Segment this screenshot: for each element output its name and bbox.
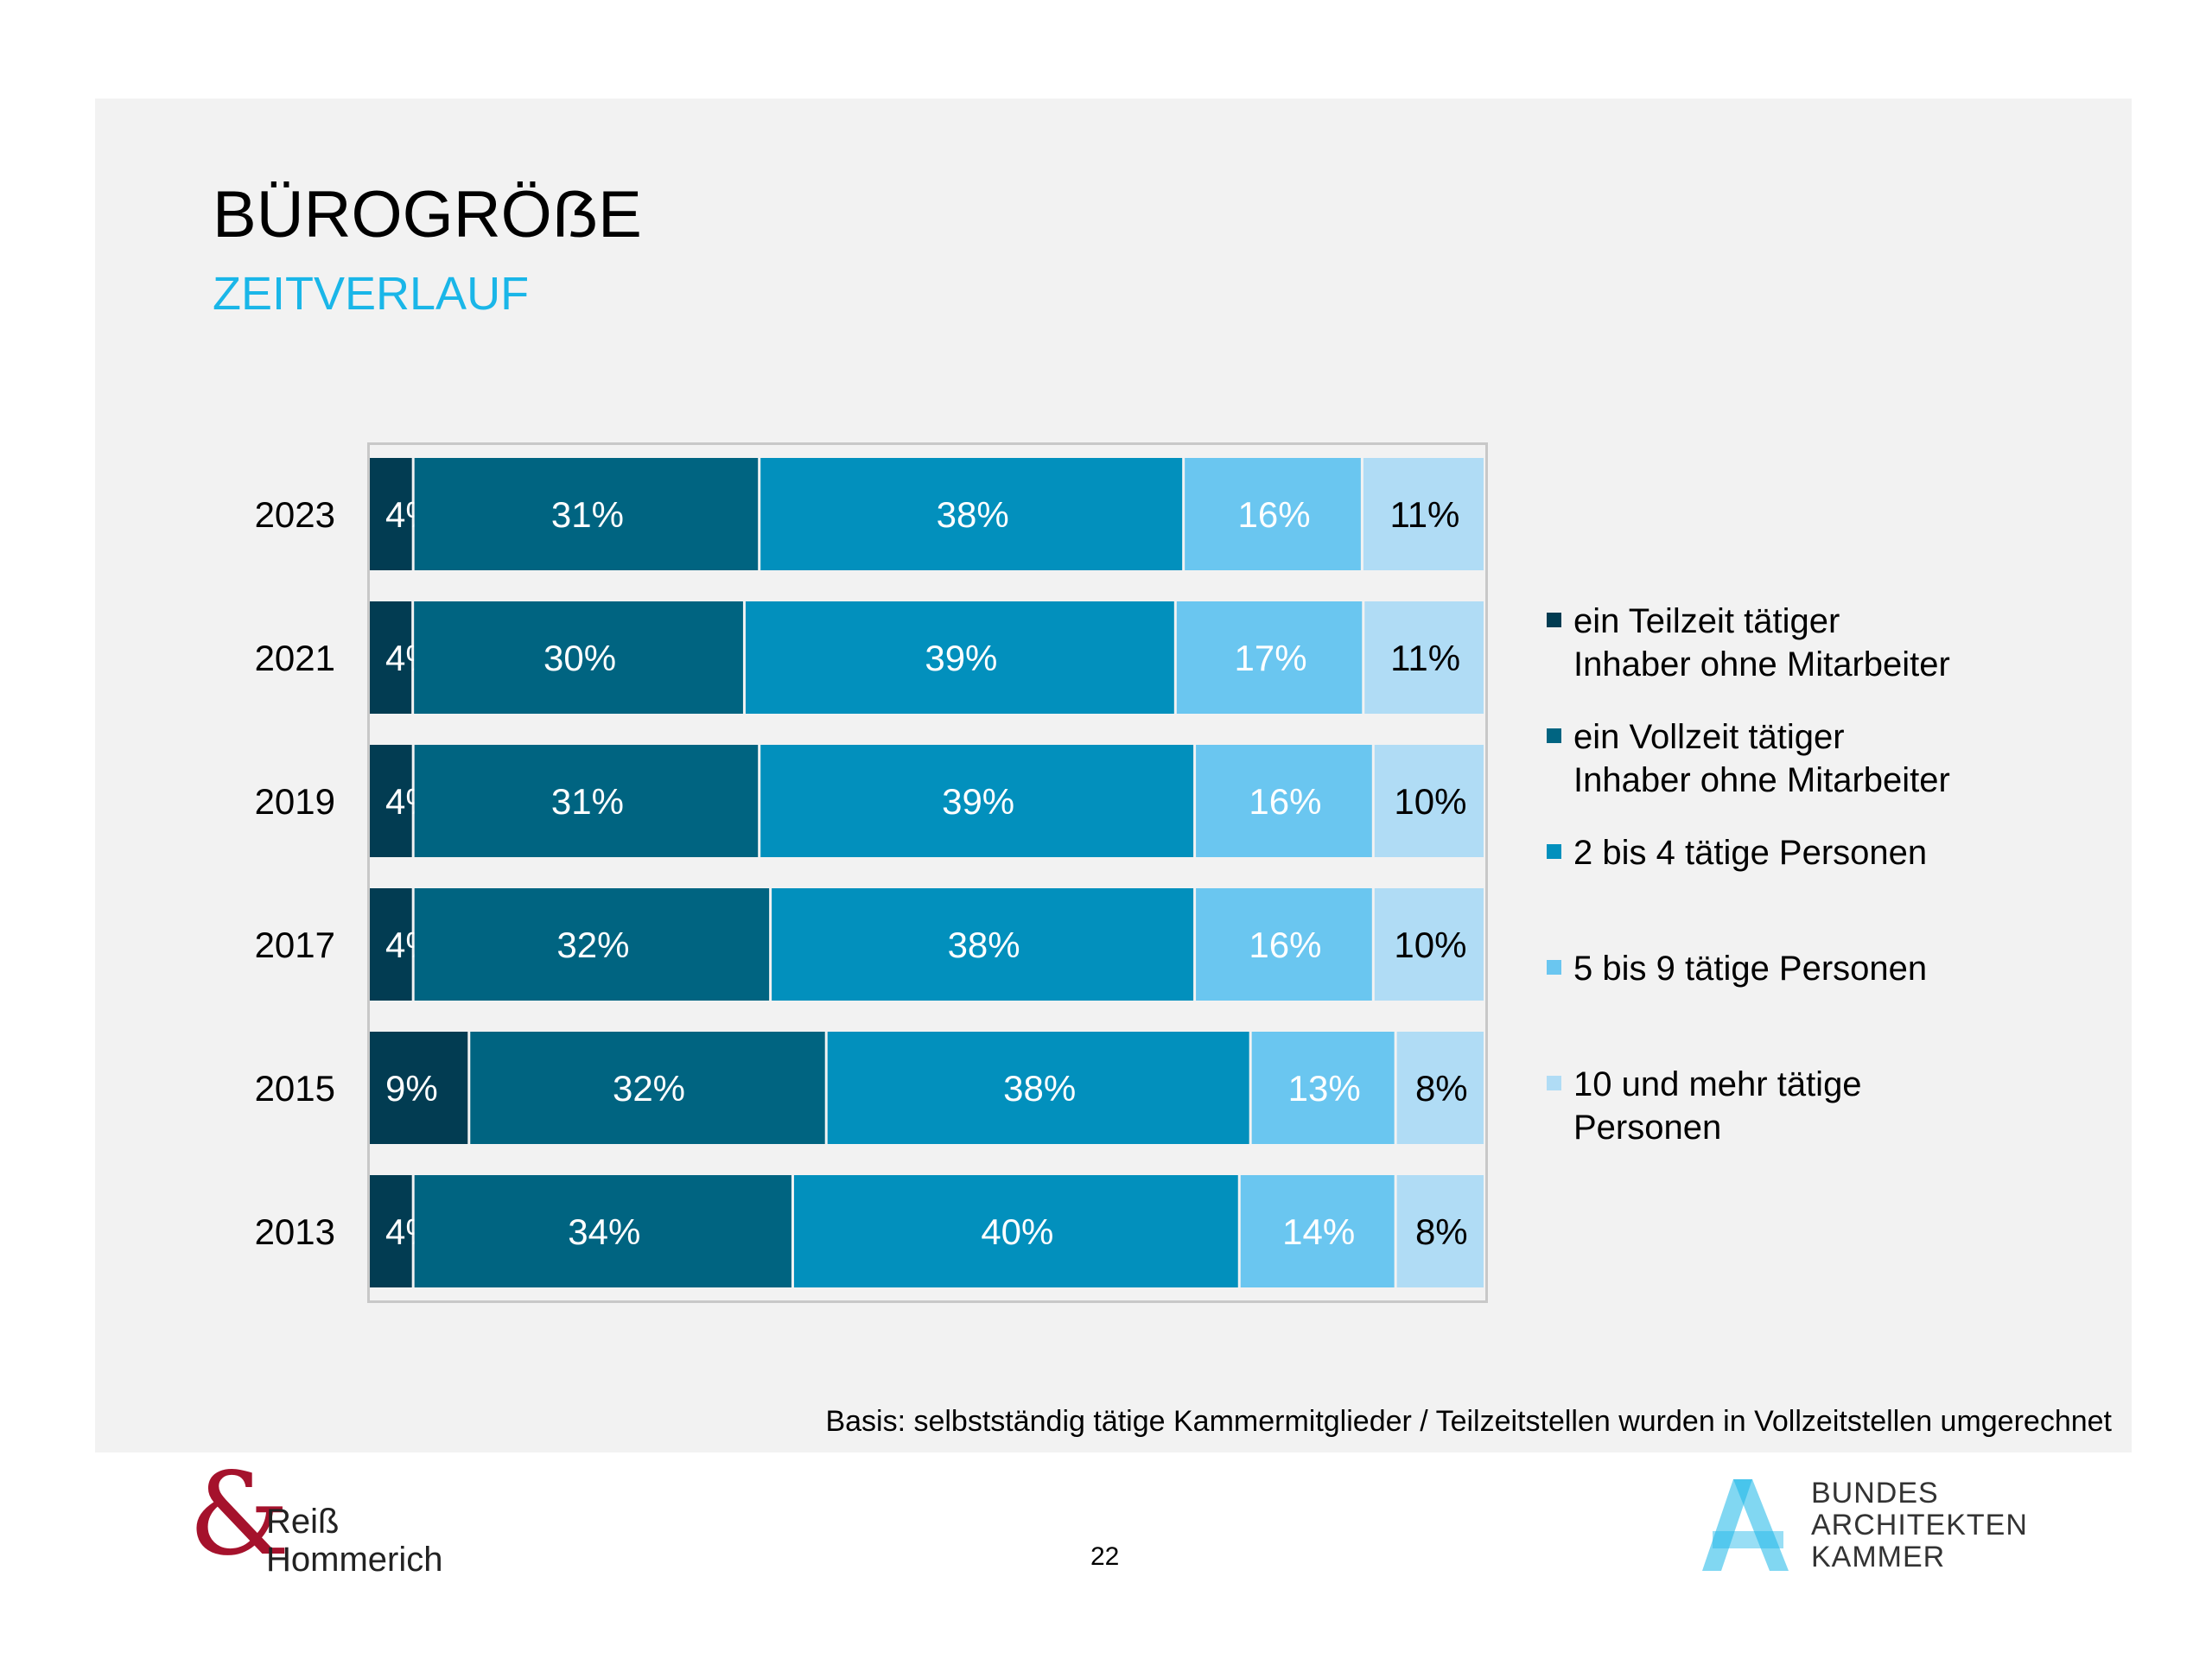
data-label: 39%: [925, 638, 997, 678]
legend-label: 2 bis 4 tätige Personen: [1573, 834, 1928, 872]
data-label: 11%: [1390, 638, 1460, 678]
bar-segment: [370, 458, 412, 570]
bar-segment: [1364, 601, 1484, 714]
logo-word-1: BUNDES: [1811, 1477, 1939, 1510]
legend-item: 5 bis 9 tätige Personen: [1547, 947, 1927, 990]
reiss-hommerich-logo: & Reiß Hommerich: [188, 1450, 465, 1583]
category-label: 2021: [255, 638, 335, 678]
bar-row-2023: 2023 4% 31% 38% 16% 11%: [255, 458, 1484, 570]
legend-item: ein Vollzeit tätiger Inhaber ohne Mitarb…: [1547, 715, 1950, 802]
bar-segment: [370, 745, 412, 857]
bar-row-2019: 2019 4% 31% 39% 16% 10%: [255, 745, 1484, 857]
data-label: 40%: [981, 1211, 1053, 1252]
bar-segment: [793, 1175, 1238, 1287]
bar-row-2021: 2021 4% 30% 39% 17% 11%: [255, 601, 1484, 714]
bar-segment: [760, 745, 1194, 857]
data-label: 9%: [385, 1068, 438, 1109]
page-number: 22: [1090, 1542, 1120, 1571]
logo-word-3: KAMMER: [1811, 1541, 1946, 1573]
bar-segment: [1396, 1175, 1484, 1287]
data-label: 39%: [942, 781, 1014, 822]
bar-segment: [1374, 745, 1484, 857]
bar-segment: [414, 458, 759, 570]
bar-segment: [1240, 1175, 1395, 1287]
data-label: 10%: [1394, 925, 1466, 965]
bar-segment: [370, 888, 412, 1001]
data-label: 13%: [1288, 1068, 1361, 1109]
bar-segment: [772, 888, 1194, 1001]
logo-wordmark: BUNDES ARCHITEKTEN KAMMER: [1811, 1478, 2028, 1573]
legend-label: ein Teilzeit tätiger Inhaber ohne Mitarb…: [1573, 602, 1950, 683]
footnote: Basis: selbstständig tätige Kammermitgli…: [825, 1405, 2112, 1438]
data-label: 32%: [613, 1068, 685, 1109]
data-label: 10%: [1394, 781, 1466, 822]
legend-swatch-icon: [1547, 960, 1561, 975]
bar-segment: [370, 601, 412, 714]
legend-item: ein Teilzeit tätiger Inhaber ohne Mitarb…: [1547, 600, 1950, 686]
data-label: 32%: [556, 925, 629, 965]
logo-word-2: ARCHITEKTEN: [1811, 1509, 2028, 1541]
legend-label: 5 bis 9 tätige Personen: [1573, 950, 1928, 988]
bar-segment: [1196, 888, 1372, 1001]
data-label: 16%: [1249, 781, 1321, 822]
bundesarchitektenkammer-logo: BUNDES ARCHITEKTEN KAMMER: [1699, 1478, 2062, 1581]
bar-segment: [470, 1032, 825, 1144]
legend-label: 10 und mehr tätige Personen: [1573, 1065, 1862, 1147]
data-label: 30%: [543, 638, 616, 678]
category-label: 2013: [255, 1211, 335, 1252]
bar-segment: [1363, 458, 1484, 570]
bar-segment: [1185, 458, 1361, 570]
category-label: 2017: [255, 925, 335, 965]
data-label: 34%: [568, 1211, 640, 1252]
data-label: 38%: [937, 494, 1009, 535]
data-label: 17%: [1235, 638, 1307, 678]
bar-segment: [1176, 601, 1363, 714]
bar-segment: [414, 745, 759, 857]
bar-segment: [1196, 745, 1372, 857]
data-label: 38%: [948, 925, 1020, 965]
data-label: 16%: [1237, 494, 1310, 535]
slide-subtitle: ZEITVERLAUF: [213, 268, 530, 320]
logo-text-line1: Reiß: [266, 1503, 340, 1541]
legend-swatch-icon: [1547, 844, 1561, 859]
data-label: 14%: [1282, 1211, 1355, 1252]
category-label: 2019: [255, 781, 335, 822]
bar-segment: [414, 601, 743, 714]
bar-segment: [414, 888, 770, 1001]
category-label: 2023: [255, 494, 335, 535]
bar-segment: [1251, 1032, 1395, 1144]
bar-segment: [745, 601, 1174, 714]
legend-item: 2 bis 4 tätige Personen: [1547, 831, 1927, 874]
legend-item: 10 und mehr tätige Personen: [1547, 1063, 1862, 1149]
slide-title: BÜROGRÖẞE: [213, 178, 642, 251]
legend-swatch-icon: [1547, 613, 1561, 627]
data-label: 31%: [551, 781, 624, 822]
data-label: 8%: [1415, 1068, 1468, 1109]
letter-a-logo-icon: [1702, 1479, 1789, 1571]
data-label: 8%: [1415, 1211, 1468, 1252]
legend-swatch-icon: [1547, 1076, 1561, 1090]
bar-row-2017: 2017 4% 32% 38% 16% 10%: [255, 888, 1484, 1001]
bar-segment: [1374, 888, 1484, 1001]
bar-segment: [1396, 1032, 1484, 1144]
bar-segment: [760, 458, 1183, 570]
bar-row-2015: 2015 9% 32% 38% 13% 8%: [255, 1032, 1484, 1144]
data-label: 16%: [1249, 925, 1321, 965]
chart-frame: [367, 442, 1488, 1303]
legend-label: ein Vollzeit tätiger Inhaber ohne Mitarb…: [1573, 718, 1950, 799]
bar-segment: [370, 1175, 412, 1287]
bar-segment: [414, 1175, 791, 1287]
bar-segment: [370, 1032, 468, 1144]
legend-swatch-icon: [1547, 728, 1561, 743]
data-label: 11%: [1389, 494, 1459, 535]
data-label: 31%: [551, 494, 624, 535]
ampersand-logo-icon: &: [188, 1448, 290, 1581]
data-label: 38%: [1003, 1068, 1076, 1109]
bar-row-2013: 2013 4% 34% 40% 14% 8%: [255, 1175, 1484, 1287]
logo-text-line2: Hommerich: [266, 1541, 443, 1579]
bar-segment: [827, 1032, 1249, 1144]
category-label: 2015: [255, 1068, 335, 1109]
